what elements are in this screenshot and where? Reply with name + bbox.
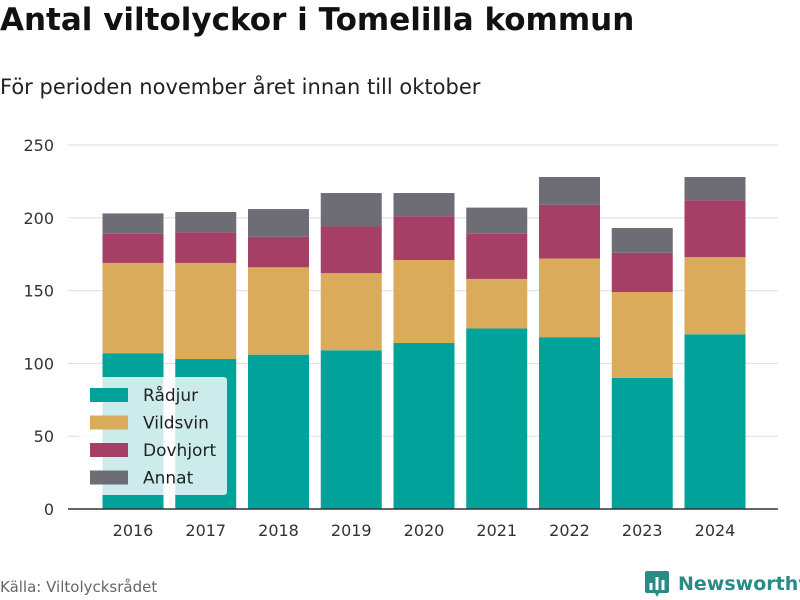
- y-tick-label: 100: [23, 354, 54, 373]
- y-tick-label: 150: [23, 282, 54, 301]
- x-tick-label: 2019: [331, 521, 372, 540]
- bar-segment: [102, 262, 164, 354]
- bar-segment: [466, 233, 528, 279]
- bar-segment: [393, 260, 455, 344]
- stacked-bar-chart: 0 50 100 150 200 250 2016 2017 2018 2019 2020 2021 2…: [23, 136, 778, 540]
- chart-subtitle: För perioden november året innan till ok…: [0, 75, 481, 99]
- bar-segment: [248, 354, 309, 509]
- bar-segment: [393, 343, 455, 509]
- y-tick-label: 250: [23, 136, 54, 155]
- bar-segment: [320, 273, 382, 351]
- bar-segment: [320, 350, 382, 509]
- x-tick-label: 2023: [622, 521, 663, 540]
- bar-segment: [102, 213, 164, 234]
- bar-segment: [539, 258, 600, 338]
- bar-segment: [539, 337, 600, 509]
- bar-segment: [611, 377, 673, 509]
- legend-swatch: [90, 443, 128, 457]
- bar-segment: [611, 227, 673, 253]
- bar-segment: [393, 216, 455, 261]
- legend-label: Dovhjort: [143, 441, 216, 461]
- bar-segment: [248, 267, 309, 355]
- bar-segment: [539, 204, 600, 259]
- legend-swatch: [90, 415, 128, 430]
- bar-segment: [175, 211, 237, 233]
- bar-segment: [684, 200, 746, 258]
- x-tick-label: 2017: [185, 521, 226, 540]
- bar-segment: [684, 257, 746, 335]
- bar-segment: [539, 177, 600, 205]
- x-tick-label: 2018: [258, 521, 299, 540]
- y-tick-label: 200: [23, 209, 54, 228]
- x-tick-label: 2024: [695, 521, 736, 540]
- legend-label: Vildsvin: [143, 414, 209, 434]
- bar-segment: [248, 236, 309, 268]
- bar-segment: [175, 232, 237, 263]
- legend-swatch: [90, 470, 128, 485]
- bar-segment: [466, 278, 528, 329]
- legend: Rådjur Vildsvin Dovhjort Annat: [79, 377, 227, 495]
- bar-segment: [466, 207, 528, 234]
- chart-title: Antal viltolyckor i Tomelilla kommun: [0, 2, 635, 38]
- bar-segment: [684, 177, 746, 201]
- y-tick-label: 0: [44, 500, 54, 519]
- bar-segment: [611, 252, 673, 293]
- bar-segment: [320, 226, 382, 274]
- bar-segment: [102, 233, 164, 263]
- legend-box: [79, 377, 227, 495]
- bar-segment: [175, 262, 237, 360]
- x-tick-label: 2016: [113, 521, 154, 540]
- x-tick-label: 2020: [404, 521, 445, 540]
- legend-label: Rådjur: [143, 385, 198, 406]
- bar-segment: [684, 334, 746, 509]
- legend-swatch: [90, 388, 128, 402]
- source-note: Källa: Viltolycksrådet: [0, 578, 158, 596]
- bar-chart-logo-icon: [645, 571, 669, 597]
- legend-label: Annat: [143, 469, 194, 489]
- bar-segment: [248, 209, 309, 237]
- y-tick-label: 50: [34, 427, 54, 446]
- axes: 0 50 100 150 200 250 2016 2017 2018 2019 2020 2021 2…: [23, 136, 778, 540]
- bar-segment: [611, 292, 673, 378]
- brand-logo: Newsworthy: [644, 569, 800, 599]
- bar-segment: [393, 193, 455, 217]
- bar-segment: [466, 328, 528, 509]
- brand-name: Newsworthy: [678, 573, 800, 595]
- bar-segment: [320, 193, 382, 227]
- x-tick-label: 2021: [476, 521, 517, 540]
- x-tick-label: 2022: [549, 521, 590, 540]
